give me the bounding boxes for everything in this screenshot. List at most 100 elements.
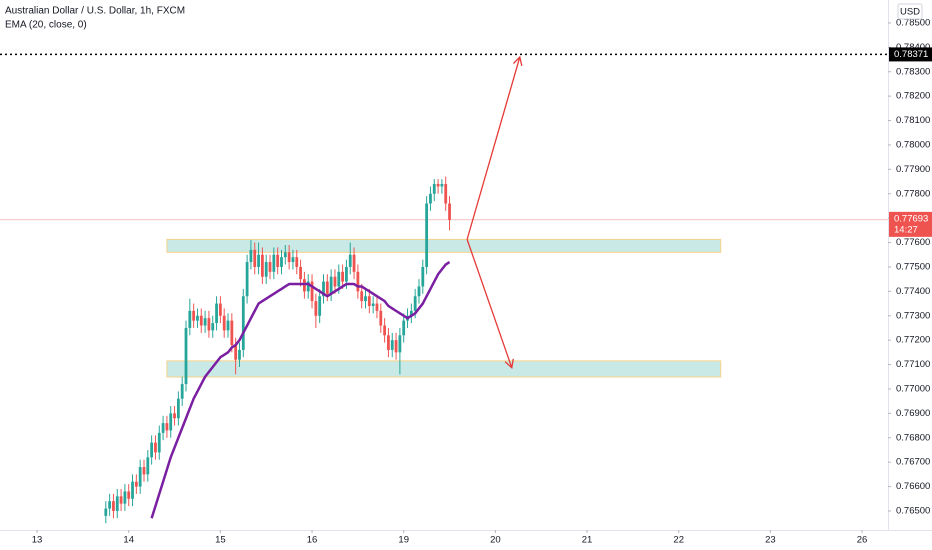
candle-body xyxy=(115,496,119,511)
candle-body xyxy=(150,442,154,458)
candle-body xyxy=(184,327,188,385)
candle-body xyxy=(360,291,364,302)
candle-body xyxy=(398,335,402,353)
candle-body xyxy=(188,310,192,328)
candle-body xyxy=(356,271,360,292)
x-tick-label: 20 xyxy=(490,535,501,546)
candle-body xyxy=(364,296,367,302)
last-price-box xyxy=(889,211,932,237)
candle-body xyxy=(104,508,108,516)
y-tick-label: 0.78000 xyxy=(896,139,930,150)
chart-title: Australian Dollar / U.S. Dollar, 1h, FXC… xyxy=(5,6,185,17)
candle-body xyxy=(436,183,440,187)
y-tick-label: 0.77200 xyxy=(896,335,930,346)
x-tick-label: 21 xyxy=(582,535,593,546)
candle-body xyxy=(291,257,295,263)
candle-body xyxy=(352,254,356,272)
last-price-label: 0.77693 xyxy=(894,213,928,224)
candle-body xyxy=(333,276,337,287)
y-tick-label: 0.77100 xyxy=(896,359,930,370)
ema-line xyxy=(150,261,451,519)
candle-body xyxy=(429,193,432,204)
candle-body xyxy=(134,481,138,487)
x-tick-label: 16 xyxy=(307,535,318,546)
y-tick-label: 0.78100 xyxy=(896,115,930,126)
candle-body xyxy=(127,491,131,499)
x-tick-label: 19 xyxy=(398,535,409,546)
candle-body xyxy=(215,303,218,324)
candle-body xyxy=(394,340,398,353)
candle-body xyxy=(226,320,230,331)
candle-body xyxy=(413,296,417,311)
target-price-box xyxy=(889,47,932,62)
candle-body xyxy=(169,413,173,431)
candle-body xyxy=(375,303,379,311)
candle-body xyxy=(173,413,176,419)
candle-body xyxy=(245,262,249,297)
candle-body xyxy=(283,252,287,258)
candle-body xyxy=(196,315,199,321)
candle-body xyxy=(165,423,169,431)
candle-body xyxy=(142,467,146,475)
candle-body xyxy=(367,296,371,306)
candle-body xyxy=(409,310,413,316)
candle-body xyxy=(448,203,451,220)
y-tick-label: 0.77900 xyxy=(896,164,930,175)
candle-body xyxy=(268,262,272,272)
candle-body xyxy=(383,325,387,336)
candle-body xyxy=(417,286,421,297)
axes: 0.76500 0.76600 0.76700 0.76800 0.76900 0.770… xyxy=(32,17,932,546)
candle-body xyxy=(157,432,161,453)
x-tick-label: 22 xyxy=(673,535,684,546)
candle-body xyxy=(295,257,299,267)
candle-body xyxy=(318,296,322,316)
candle-body xyxy=(306,281,310,292)
candle-body xyxy=(176,398,180,419)
candle-body xyxy=(230,320,234,346)
candle-body xyxy=(234,345,238,360)
candle-body xyxy=(371,303,375,306)
candle-body xyxy=(322,281,325,297)
candle-body xyxy=(138,467,142,487)
candle-body xyxy=(341,271,344,282)
candle-body xyxy=(123,491,127,504)
y-tick-label: 0.76500 xyxy=(896,505,930,516)
y-tick-label: 0.76900 xyxy=(896,408,930,419)
candle-body xyxy=(154,442,157,453)
candle-body xyxy=(241,296,245,350)
candle-body xyxy=(421,266,425,287)
candle-body xyxy=(337,271,341,287)
candle-body xyxy=(299,266,302,280)
candle-body xyxy=(387,335,390,350)
candle-body xyxy=(180,384,184,399)
x-tick-label: 15 xyxy=(215,535,226,546)
indicator-legend: EMA (20, close, 0) xyxy=(5,20,87,31)
candle-body xyxy=(222,315,226,331)
candle-body xyxy=(207,318,211,331)
candle-body xyxy=(253,249,257,267)
zone xyxy=(166,238,722,253)
candle-body xyxy=(199,315,203,326)
y-tick-label: 0.77500 xyxy=(896,261,930,272)
plot-area xyxy=(0,53,888,524)
candle-body xyxy=(211,323,215,331)
y-tick-label: 0.77400 xyxy=(896,286,930,297)
arrow xyxy=(466,56,521,240)
currency-box[interactable] xyxy=(897,3,923,20)
y-tick-label: 0.77000 xyxy=(896,383,930,394)
candle-body xyxy=(218,303,222,316)
candle-body xyxy=(390,340,394,350)
candle-body xyxy=(379,310,383,326)
candle-body xyxy=(329,276,333,294)
y-tick-label: 0.76700 xyxy=(896,457,930,468)
x-tick-label: 26 xyxy=(857,535,868,546)
y-tick-label: 0.77600 xyxy=(896,237,930,248)
candle-body xyxy=(280,257,283,267)
y-tick-label: 0.78200 xyxy=(896,91,930,102)
candle-body xyxy=(444,183,448,204)
candle-body xyxy=(345,266,348,282)
arrow-head xyxy=(513,55,523,67)
candle-body xyxy=(161,423,165,433)
candle-body xyxy=(238,349,241,360)
arrow-head xyxy=(504,358,514,370)
